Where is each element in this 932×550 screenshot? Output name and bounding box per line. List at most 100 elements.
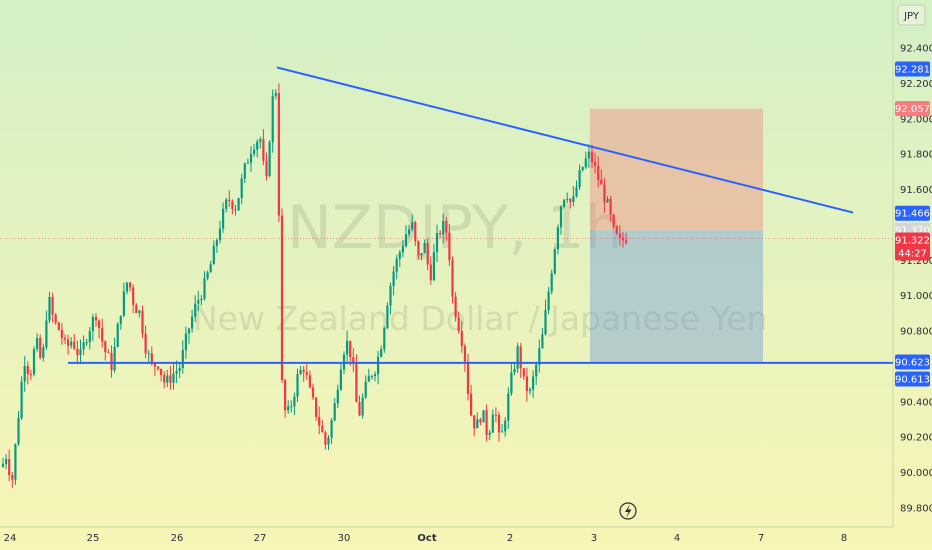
candle-body (280, 215, 284, 381)
candle-body (218, 228, 222, 241)
price-badge: 92.057 (895, 101, 930, 117)
candle-body (1, 463, 5, 467)
candle-body (256, 141, 259, 150)
candle-body (615, 226, 618, 234)
candle-body (5, 458, 8, 464)
stop-loss-zone[interactable] (590, 108, 763, 231)
time-axis[interactable]: 24 25 26 27 30 Oct 2 3 4 7 8 (4, 533, 848, 544)
candle-body (488, 432, 491, 435)
candle-body (550, 273, 553, 292)
candle-body (544, 310, 547, 335)
price-axis[interactable]: 92.400 92.200 92.000 91.800 91.600 91.200 91.0… (900, 44, 932, 515)
candle-body (113, 346, 116, 371)
candle-body (370, 376, 373, 378)
candle-body (327, 437, 330, 445)
candle-body (587, 151, 590, 159)
candle-body (324, 432, 327, 445)
candle-body (60, 330, 63, 338)
candle-body (308, 375, 311, 388)
candle-body (563, 199, 566, 207)
candle-body (110, 352, 113, 371)
candle-body (302, 369, 305, 372)
candle-body (572, 196, 575, 203)
candle-body (411, 222, 414, 230)
price-badge-label: 44:27 (898, 249, 927, 260)
candle-body (581, 167, 584, 171)
price-badge-label: 92.057 (895, 104, 930, 115)
candle-body (532, 376, 535, 390)
candle-body (29, 374, 32, 376)
candle-body (463, 346, 466, 362)
candle-body (32, 349, 36, 375)
candle-body (237, 198, 240, 211)
candle-body (485, 410, 488, 435)
candle-body (339, 369, 342, 390)
candle-body (26, 366, 29, 375)
candle-body (194, 303, 197, 317)
candle-body (98, 320, 101, 328)
y-tick-label: 92.000 (900, 114, 932, 125)
candle-body (222, 208, 225, 229)
candle-body (445, 220, 448, 233)
candle-body (386, 305, 389, 329)
candle-body (299, 369, 302, 375)
candle-body (268, 142, 271, 176)
candle-body (398, 252, 401, 259)
candle-body (234, 209, 237, 211)
candle-body (23, 366, 26, 382)
y-tick-label: 92.400 (900, 44, 932, 55)
candle-body (104, 341, 107, 353)
candle-body (311, 387, 315, 398)
candle-body (70, 341, 73, 346)
price-badge: 44:27 (895, 245, 930, 261)
candle-body (39, 337, 42, 358)
candle-body (435, 233, 439, 253)
y-tick-label: 90.400 (900, 397, 932, 408)
candle-body (597, 165, 600, 180)
candle-body (296, 374, 299, 397)
candle-body (349, 340, 352, 358)
candle-body (420, 253, 423, 256)
candle-body (132, 287, 135, 305)
candle-body (333, 403, 336, 421)
candle-body (606, 198, 609, 203)
candle-body (609, 198, 612, 215)
candle-body (181, 350, 184, 368)
descending-trendline[interactable] (276, 66, 854, 214)
price-badge: 91.322 (895, 232, 930, 248)
candle-body (48, 296, 51, 321)
lightning-icon[interactable] (619, 502, 637, 520)
candle-body (17, 418, 20, 445)
candle-body (600, 179, 603, 185)
candle-body (528, 389, 532, 392)
candle-body (442, 220, 445, 235)
candle-body (621, 237, 625, 241)
candle-body (473, 415, 476, 429)
candle-body (336, 389, 339, 404)
candle-body (253, 149, 256, 154)
candle-body (160, 368, 163, 376)
candle-body (73, 341, 76, 349)
take-profit-zone[interactable] (590, 230, 763, 363)
candle-body (240, 178, 243, 199)
candle-body (116, 323, 119, 347)
price-badge-label: 92.281 (895, 65, 930, 76)
currency-button[interactable]: JPY (897, 4, 926, 26)
candle-body (454, 296, 457, 318)
candle-body (191, 316, 194, 329)
x-tick-label: 7 (758, 533, 764, 544)
candle-body (470, 393, 473, 416)
y-tick-label: 91.600 (900, 185, 932, 196)
candle-body (361, 397, 364, 416)
candle-body (525, 376, 528, 392)
candle-body (138, 310, 141, 314)
candle-body (389, 285, 392, 306)
candle-body (82, 342, 85, 350)
candle-body (209, 264, 212, 273)
candle-body (54, 314, 57, 323)
candle-body (36, 337, 39, 350)
candle-body (355, 364, 358, 403)
